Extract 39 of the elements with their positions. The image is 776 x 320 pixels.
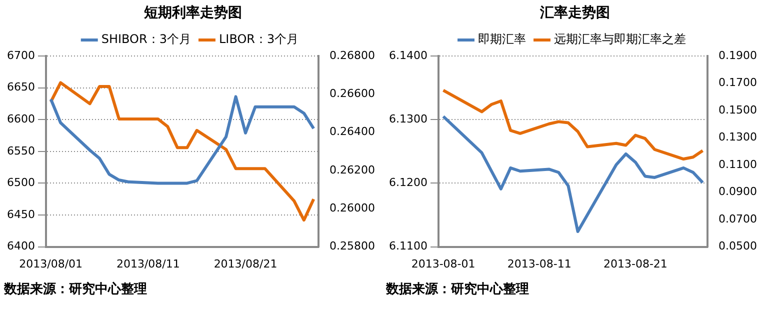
- x-tick-label: 2013/08/11: [116, 257, 180, 270]
- x-tick-label: 2013/08/21: [214, 257, 278, 270]
- y-tick-label: 6700: [6, 48, 35, 62]
- y-tick-label: 6.1300: [388, 112, 428, 126]
- x-tick-label: 2013-08-01: [411, 257, 476, 270]
- source-note: 数据来源：研究中心整理: [4, 280, 148, 298]
- y2-tick-label: 0.0900: [718, 185, 758, 198]
- y2-tick-label: 0.1500: [718, 103, 758, 116]
- y2-tick-label: 0.26200: [330, 163, 376, 176]
- y2-tick-label: 0.1700: [718, 76, 758, 90]
- x-tick-label: 2013/08/01: [19, 257, 83, 270]
- y-tick-label: 6550: [6, 144, 35, 158]
- y2-tick-label: 0.26000: [330, 202, 376, 214]
- y-tick-label: 6600: [6, 112, 35, 126]
- y2-tick-label: 0.1300: [718, 130, 758, 144]
- y2-tick-label: 0.0500: [718, 240, 758, 253]
- y-tick-label: 6400: [6, 240, 35, 253]
- legend-label: 远期汇率与即期汇率之差: [554, 32, 686, 46]
- x-tick-label: 2013-08-11: [507, 257, 572, 270]
- y2-tick-label: 0.26600: [330, 87, 376, 100]
- y2-tick-label: 0.0700: [718, 212, 758, 226]
- legend-label: 即期汇率: [478, 32, 526, 46]
- x-tick-label: 2013-08-21: [603, 257, 668, 270]
- y2-tick-label: 0.1900: [718, 48, 758, 62]
- y-tick-label: 6500: [6, 176, 35, 190]
- y2-tick-label: 0.1100: [718, 158, 758, 171]
- y-tick-label: 6.1100: [388, 240, 428, 253]
- legend-label: SHIBOR：3个月: [101, 32, 191, 46]
- y-tick-label: 6450: [6, 208, 35, 221]
- y-tick-label: 6.1400: [388, 48, 428, 62]
- y-tick-label: 6.1200: [388, 176, 428, 190]
- source-note: 数据来源：研究中心整理: [386, 280, 530, 298]
- y2-tick-label: 0.26400: [330, 125, 376, 138]
- y-tick-label: 6650: [6, 80, 35, 94]
- legend-label: LIBOR：3个月: [218, 32, 299, 46]
- chart-title: 短期利率走势图: [143, 4, 243, 23]
- y2-tick-label: 0.26800: [330, 48, 376, 62]
- chart-title: 汇率走势图: [539, 4, 611, 23]
- y2-tick-label: 0.25800: [330, 240, 376, 253]
